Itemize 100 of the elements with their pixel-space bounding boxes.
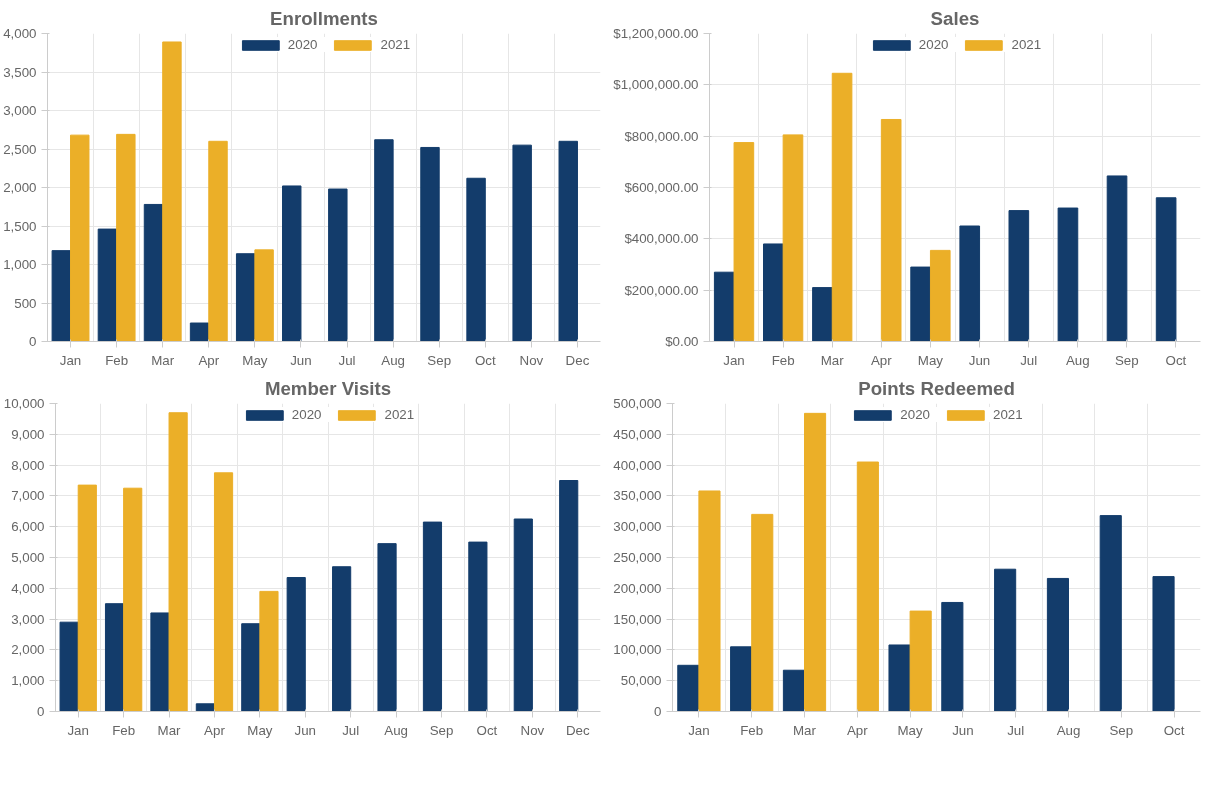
x-tick-label: Dec xyxy=(565,352,590,368)
y-tick-label: 0 xyxy=(37,704,45,719)
y-tick-label: 3,500 xyxy=(3,64,37,80)
bar xyxy=(812,287,833,342)
x-tick-label: Jan xyxy=(59,352,82,368)
bar xyxy=(97,228,118,342)
x-tick-label: Mar xyxy=(157,722,182,738)
bar xyxy=(123,487,143,712)
chart-title: Sales xyxy=(930,7,980,29)
chart-title: Member Visits xyxy=(264,377,392,399)
y-tick-label: $1,200,000.00 xyxy=(613,26,699,41)
x-tick-label: Oct xyxy=(476,722,498,738)
y-tick-label: $400,000.00 xyxy=(624,231,699,247)
bar xyxy=(1106,175,1128,342)
bar xyxy=(59,621,79,712)
x-tick-label: May xyxy=(917,352,944,368)
x-tick-label: Feb xyxy=(771,352,795,368)
bar xyxy=(512,144,532,342)
y-tick-label: 7,000 xyxy=(11,488,45,504)
y-tick-label: 1,500 xyxy=(3,218,37,234)
x-tick-label: Aug xyxy=(381,352,405,368)
bar xyxy=(888,644,911,712)
y-tick-label: 500,000 xyxy=(613,396,662,411)
bar xyxy=(374,139,394,342)
y-tick-label: 500 xyxy=(14,295,37,311)
x-tick-label: Sep xyxy=(1114,352,1139,368)
legend-label: 2020 xyxy=(291,407,322,422)
bar xyxy=(143,203,164,342)
x-tick-label: Mar xyxy=(820,352,845,368)
bar xyxy=(1099,515,1122,712)
bar xyxy=(1155,197,1177,342)
x-tick-label: Jan xyxy=(723,352,745,368)
bar xyxy=(880,118,902,342)
x-tick-label: Jan xyxy=(67,722,89,738)
bar xyxy=(929,249,951,342)
y-tick-label: 100,000 xyxy=(613,642,662,658)
y-tick-label: 2,500 xyxy=(3,141,37,157)
y-tick-label: 150,000 xyxy=(613,611,662,627)
bar xyxy=(466,177,486,342)
x-tick-label: Sep xyxy=(429,722,454,738)
x-tick-label: Aug xyxy=(1065,352,1090,368)
x-tick-label: Mar xyxy=(151,352,175,368)
y-tick-label: 5,000 xyxy=(11,550,45,565)
y-tick-label: 1,000 xyxy=(3,257,37,272)
bar xyxy=(677,664,700,712)
bar xyxy=(213,472,234,712)
chart-title: Enrollments xyxy=(270,7,378,29)
bar xyxy=(941,601,964,712)
x-tick-label: Feb xyxy=(740,722,764,738)
bar xyxy=(910,266,931,342)
y-tick-label: 9,000 xyxy=(11,426,45,442)
x-tick-label: Jun xyxy=(952,722,974,738)
bar xyxy=(559,480,579,712)
legend-label: 2021 xyxy=(380,37,411,52)
x-tick-label: Apr xyxy=(870,352,893,368)
y-tick-label: $800,000.00 xyxy=(624,128,699,144)
x-tick-label: Aug xyxy=(384,722,408,738)
bar xyxy=(208,140,228,342)
legend-label: 2021 xyxy=(384,407,415,422)
bar xyxy=(235,253,256,342)
y-tick-label: 3,000 xyxy=(3,103,37,118)
bar xyxy=(1008,210,1030,342)
y-tick-label: 4,000 xyxy=(3,26,37,41)
x-tick-label: Apr xyxy=(204,722,226,738)
x-tick-label: Jul xyxy=(338,352,356,368)
bar xyxy=(763,243,784,342)
bar xyxy=(104,603,125,712)
y-tick-label: 50,000 xyxy=(620,673,662,689)
y-tick-label: 450,000 xyxy=(613,426,662,442)
y-tick-label: 350,000 xyxy=(613,488,662,504)
bar xyxy=(377,543,397,712)
x-tick-label: May xyxy=(247,722,273,738)
y-tick-label: 0 xyxy=(29,334,37,349)
bar xyxy=(856,461,879,712)
bar xyxy=(51,250,72,342)
y-tick-label: 2,000 xyxy=(11,642,45,658)
y-tick-label: 8,000 xyxy=(11,457,45,473)
y-tick-label: 200,000 xyxy=(613,580,662,596)
y-tick-label: 300,000 xyxy=(613,519,662,535)
y-tick-label: 250,000 xyxy=(613,550,662,565)
bar xyxy=(831,72,853,342)
bar xyxy=(959,225,981,342)
legend-label: 2021 xyxy=(1011,37,1042,52)
x-tick-label: May xyxy=(897,722,924,738)
bar xyxy=(286,577,306,712)
y-tick-label: $1,000,000.00 xyxy=(613,77,699,93)
bar xyxy=(328,188,348,342)
x-tick-label: Apr xyxy=(846,722,869,738)
bar xyxy=(422,521,443,712)
bar xyxy=(195,703,215,712)
x-tick-label: Jul xyxy=(342,722,360,738)
x-tick-label: Jun xyxy=(294,722,317,738)
x-tick-label: Jul xyxy=(1020,352,1038,368)
chart-title: Points Redeemed xyxy=(858,377,1015,399)
bar xyxy=(468,541,488,712)
x-tick-label: Jan xyxy=(688,722,710,738)
bar xyxy=(259,590,279,712)
bar xyxy=(1046,577,1069,712)
bar xyxy=(733,142,755,342)
x-tick-label: May xyxy=(242,352,268,368)
